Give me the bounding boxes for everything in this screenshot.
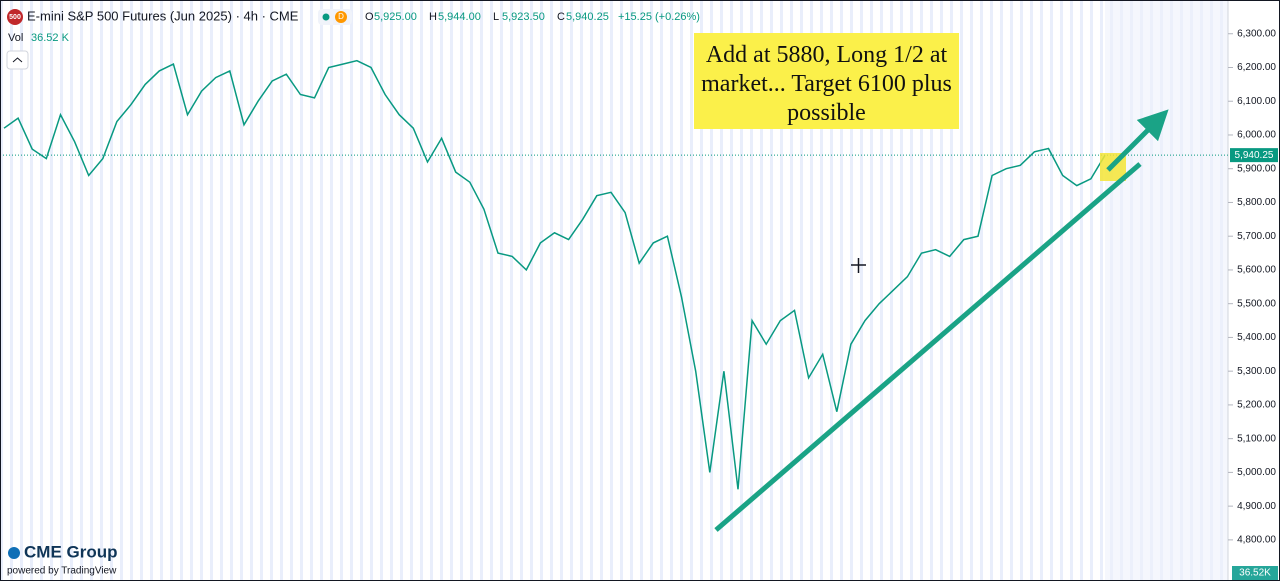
y-tick-label: 6,300.00 (1237, 28, 1276, 39)
grid (0, 33, 1233, 541)
status-badge-bg (335, 11, 347, 23)
y-tick-label: 5,200.00 (1237, 400, 1276, 411)
y-tick-label: 5,100.00 (1237, 433, 1276, 444)
y-tick-label: 5,600.00 (1237, 265, 1276, 276)
plot (3, 59, 1106, 490)
annotation-wrap: Add at 5880, Long 1/2 at market... Targe… (701, 42, 952, 126)
target-arrow (1106, 109, 1169, 172)
ohlc-change: +15.25 (+0.26%) (618, 11, 700, 23)
annotation: Add at 5880, Long 1/2 at market... Targe… (701, 42, 952, 126)
future-area (1105, 0, 1228, 581)
y-tick-label: 5,000.00 (1237, 467, 1276, 478)
symbol-badge: 500 (9, 14, 21, 21)
y-tick-label: 5,900.00 (1237, 163, 1276, 174)
ohlc-key: L (493, 11, 499, 23)
y-tick-label: 6,100.00 (1237, 96, 1276, 107)
y-tick-label: 5,400.00 (1237, 332, 1276, 343)
y-tick-label: 6,200.00 (1237, 62, 1276, 73)
volume-label: Vol (8, 32, 23, 44)
y-tick-label: 4,900.00 (1237, 501, 1276, 512)
ohlc: O 5,925.00 H 5,944.00 L 5,923.50 C 5,940.25 +15.… (365, 11, 700, 23)
ohlc-value: 5,923.50 (502, 11, 545, 23)
y-tick-label: 5,800.00 (1237, 197, 1276, 208)
ohlc-value: 5,940.25 (566, 11, 609, 23)
y-tick-label: 5,300.00 (1237, 366, 1276, 377)
ohlc-key: H (429, 11, 437, 23)
y-tick-label: 4,800.00 (1237, 535, 1276, 546)
last-price-box (1230, 148, 1278, 163)
ohlc-value: 5,944.00 (438, 11, 481, 23)
logo: CME Group (24, 542, 118, 561)
chart-title: E-mini S&P 500 Futures (Jun 2025) · 4h ·… (27, 8, 299, 23)
y-tick-label: 6,000.00 (1237, 130, 1276, 141)
background (0, 0, 1228, 581)
last-price-label: 5,940.25 (1235, 150, 1274, 161)
collapse-button[interactable] (6, 50, 29, 70)
volume-axis-box (1232, 566, 1278, 580)
crosshair (851, 258, 866, 273)
status-badge: D (338, 12, 344, 21)
volume-axis-label: 36.52K (1239, 568, 1271, 579)
collapse-icon (12, 57, 23, 63)
y-tick-label: 5,700.00 (1237, 231, 1276, 242)
annotation-box (694, 33, 959, 129)
ohlc-key: O (365, 11, 374, 23)
ohlc-value: 5,925.00 (374, 11, 417, 23)
ohlc-key: C (557, 11, 565, 23)
symbol-badge-bg (7, 9, 23, 25)
status-dot (322, 13, 330, 21)
price-line (3, 59, 1106, 490)
y-tick-label: 5,500.00 (1237, 298, 1276, 309)
powered-by: powered by TradingView (7, 566, 117, 577)
trend-line (714, 162, 1142, 532)
volume-value: 36.52 K (31, 32, 70, 44)
logo-mark (8, 547, 20, 559)
